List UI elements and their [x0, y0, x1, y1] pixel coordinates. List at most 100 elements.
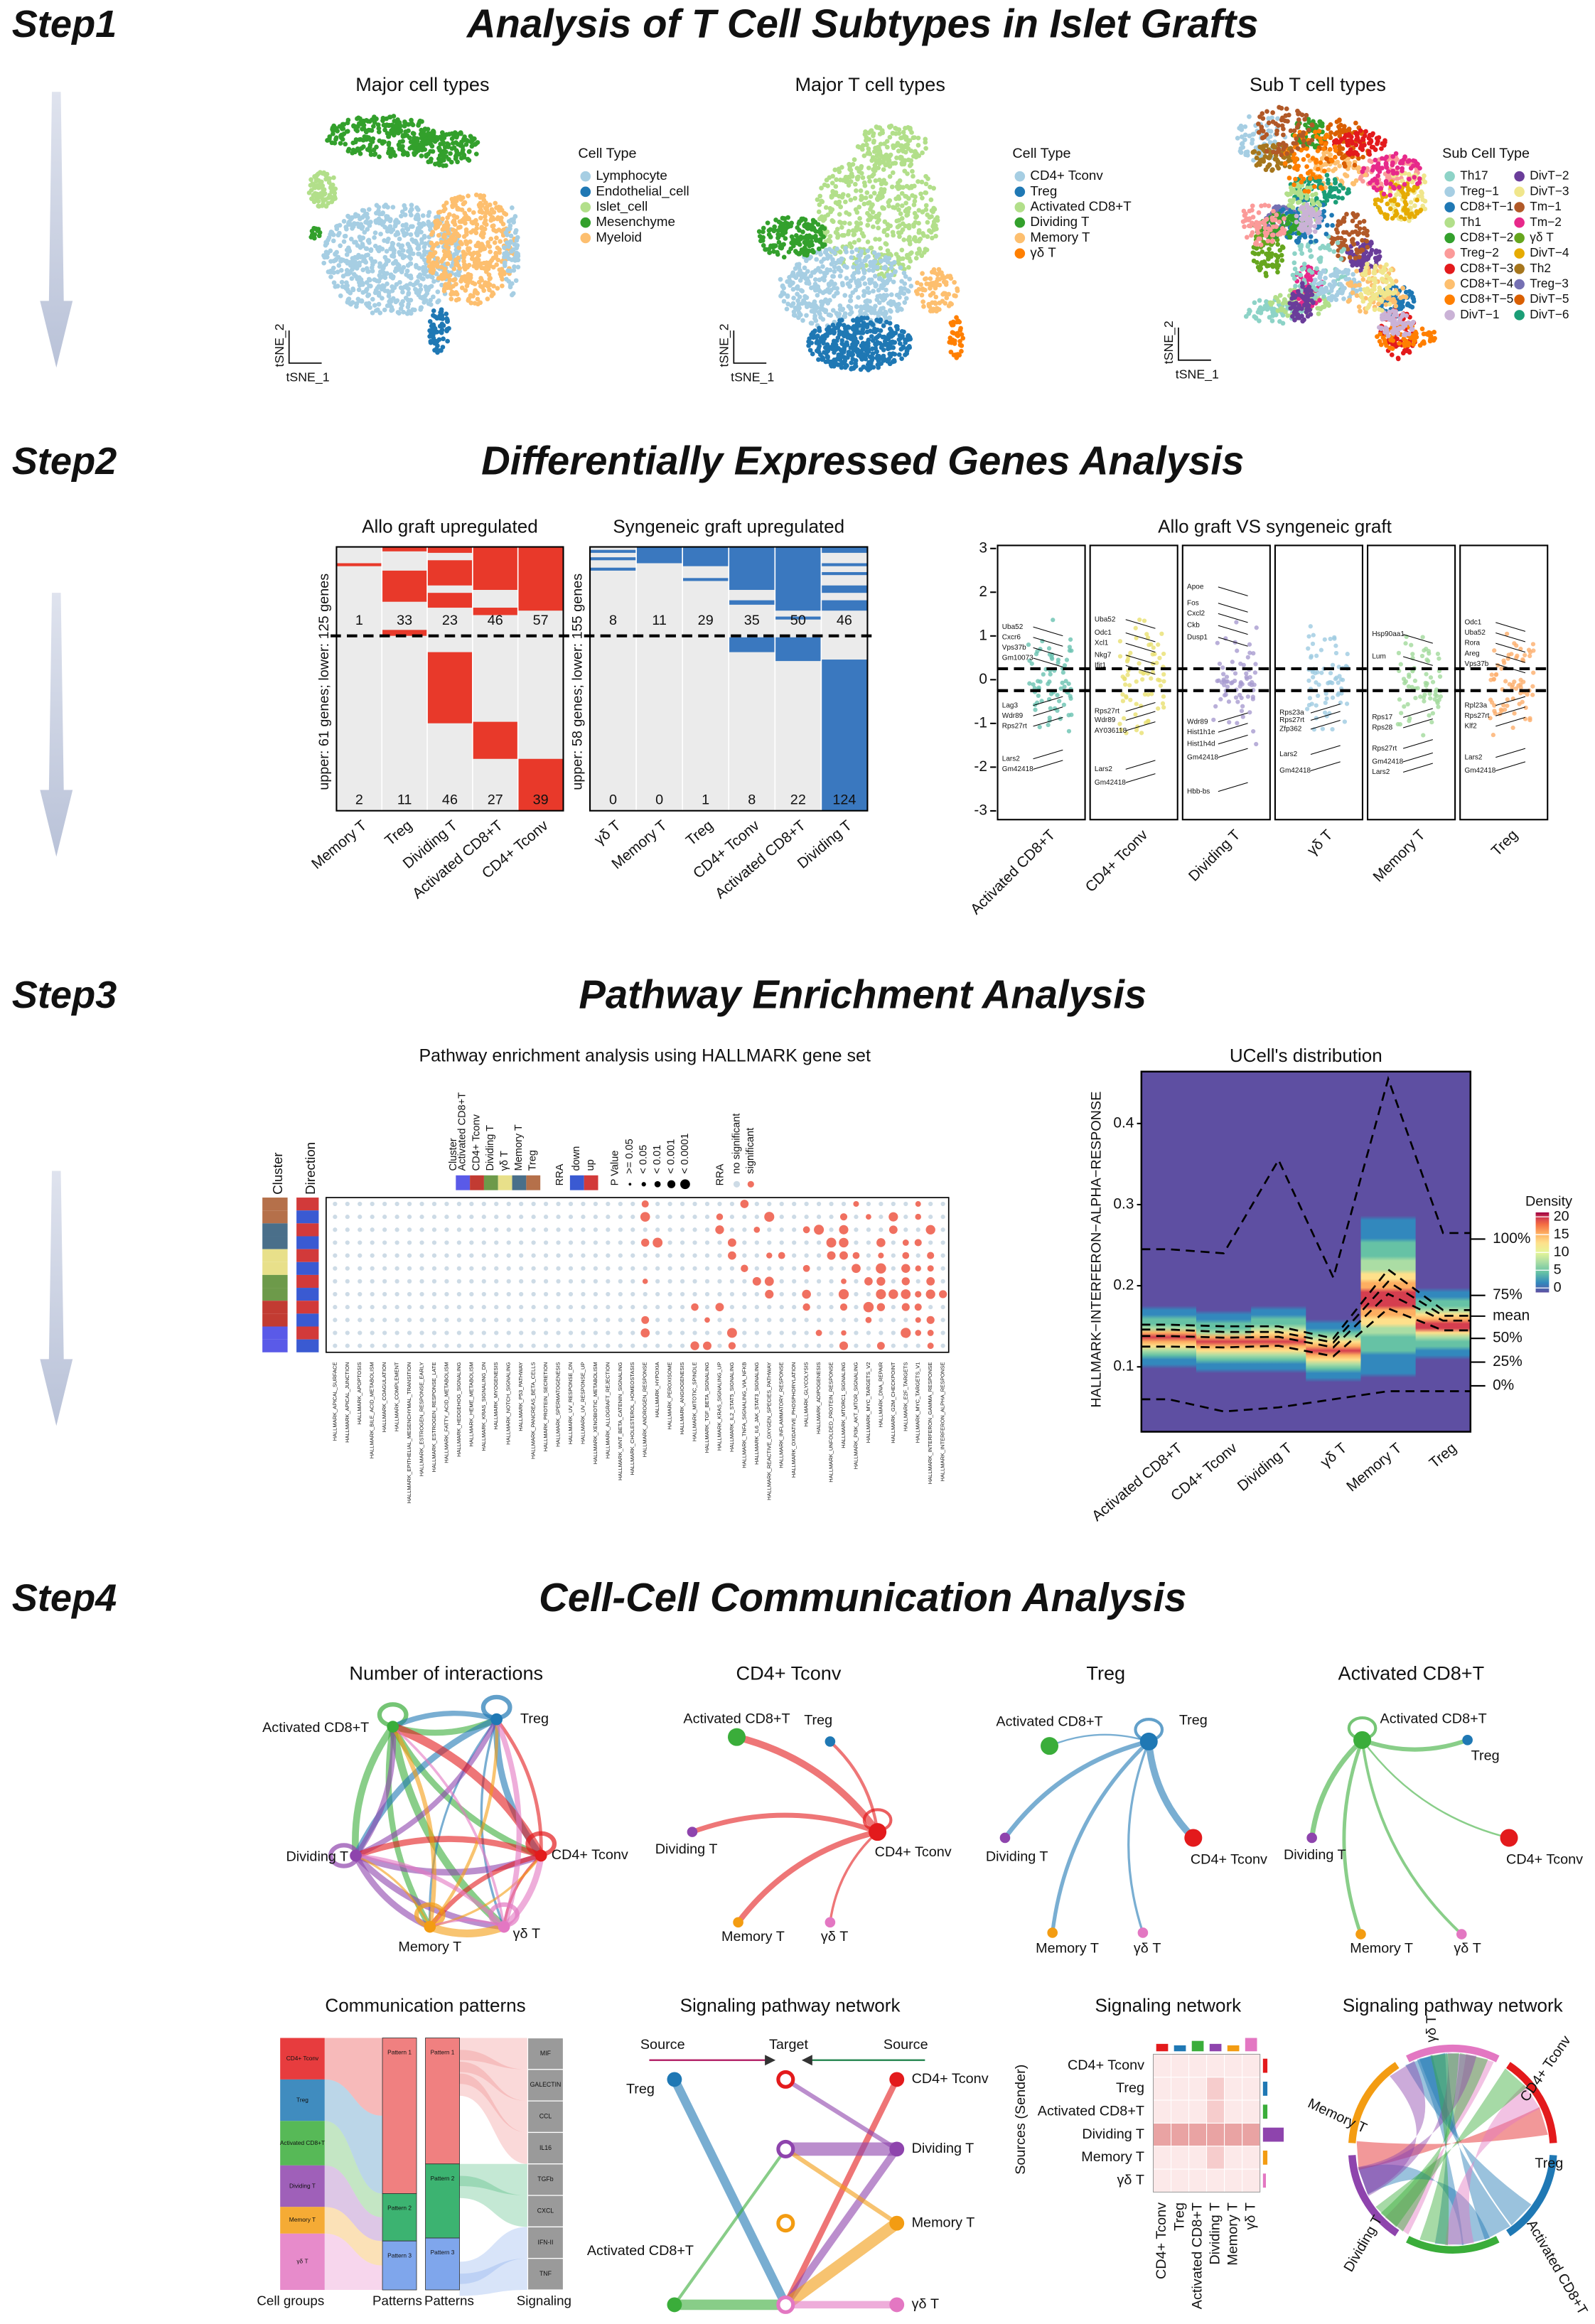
cell-point: [813, 268, 818, 274]
cell-point: [493, 200, 498, 206]
cell-point: [338, 268, 344, 273]
cell-point: [803, 276, 809, 281]
cell-point: [804, 313, 809, 318]
cell-point: [900, 221, 906, 227]
cell-point: [353, 221, 358, 227]
cell-point: [804, 247, 810, 253]
cell-point: [1243, 149, 1249, 155]
cell-point: [357, 260, 362, 266]
cell-point: [380, 211, 385, 217]
cell-point: [344, 129, 350, 134]
cell-point: [852, 181, 858, 187]
cell-point: [328, 274, 333, 279]
cell-point: [1387, 311, 1392, 316]
cell-point: [466, 216, 472, 222]
cell-point: [368, 284, 373, 289]
legend-label: Endothelial_cell: [596, 183, 689, 199]
cell-point: [805, 304, 810, 310]
cell-point: [857, 253, 862, 259]
cell-point: [454, 259, 459, 265]
cell-point: [397, 279, 402, 285]
cell-point: [889, 184, 895, 190]
cell-point: [441, 323, 446, 328]
cell-point: [408, 297, 414, 303]
cell-point: [761, 225, 766, 231]
cell-point: [388, 298, 394, 304]
cell-point: [881, 348, 886, 353]
cell-point: [893, 131, 898, 136]
cell-point: [870, 184, 876, 190]
cell-point: [333, 252, 338, 257]
cell-point: [868, 207, 873, 212]
cell-point: [505, 232, 510, 237]
cell-point: [907, 276, 912, 282]
cell-point: [1317, 298, 1322, 303]
cell-point: [474, 222, 480, 227]
cell-point: [368, 256, 374, 262]
cell-point: [1395, 355, 1401, 361]
cell-point: [421, 222, 427, 227]
cell-point: [880, 334, 886, 340]
scatter-cluster: [502, 205, 521, 298]
cell-point: [456, 272, 461, 278]
cell-point: [899, 279, 904, 284]
cell-point: [376, 129, 382, 134]
cell-point: [1414, 209, 1419, 214]
cell-point: [473, 151, 479, 157]
cell-point: [392, 223, 398, 229]
cell-point: [380, 274, 386, 279]
cell-point: [847, 241, 853, 247]
cell-point: [324, 254, 330, 260]
cell-point: [473, 243, 479, 249]
cell-point: [341, 239, 347, 244]
cell-point: [888, 302, 894, 308]
cell-point: [394, 219, 399, 225]
cell-point: [887, 198, 893, 203]
cell-point: [880, 205, 885, 210]
cell-point: [873, 341, 878, 347]
cell-point: [464, 283, 470, 289]
cell-point: [397, 236, 402, 242]
cell-point: [456, 245, 462, 251]
cell-point: [839, 225, 844, 230]
cell-point: [932, 300, 938, 306]
cell-point: [414, 240, 419, 246]
cell-point: [842, 220, 847, 225]
flow-arrow: [40, 92, 73, 368]
cell-point: [855, 347, 861, 353]
cell-point: [343, 225, 349, 230]
cell-point: [463, 288, 468, 293]
cell-point: [453, 148, 459, 154]
cell-point: [493, 250, 498, 256]
cell-point: [441, 256, 446, 262]
cell-point: [885, 248, 891, 253]
cell-point: [352, 240, 357, 245]
legend-swatch: [1014, 248, 1026, 259]
cell-point: [410, 251, 416, 257]
cell-point: [442, 144, 448, 150]
cell-point: [907, 185, 912, 190]
cell-point: [441, 289, 447, 294]
cell-point: [431, 129, 436, 134]
cell-point: [408, 213, 414, 217]
cell-point: [467, 239, 473, 244]
cell-point: [311, 225, 317, 231]
cell-point: [852, 240, 857, 245]
cell-point: [500, 283, 505, 289]
cell-point: [435, 224, 441, 230]
cell-point: [793, 313, 798, 318]
cell-point: [932, 207, 938, 212]
cell-point: [428, 302, 434, 307]
cell-point: [899, 356, 904, 362]
cell-point: [940, 291, 945, 297]
cell-point: [1279, 252, 1284, 258]
cell-point: [340, 136, 345, 142]
cell-point: [491, 210, 497, 215]
cell-point: [849, 310, 854, 315]
cell-point: [860, 327, 866, 332]
cell-point: [1315, 306, 1321, 311]
cell-point: [1400, 311, 1406, 317]
cell-point: [871, 289, 876, 294]
cell-point: [807, 233, 812, 238]
cell-point: [930, 291, 936, 296]
